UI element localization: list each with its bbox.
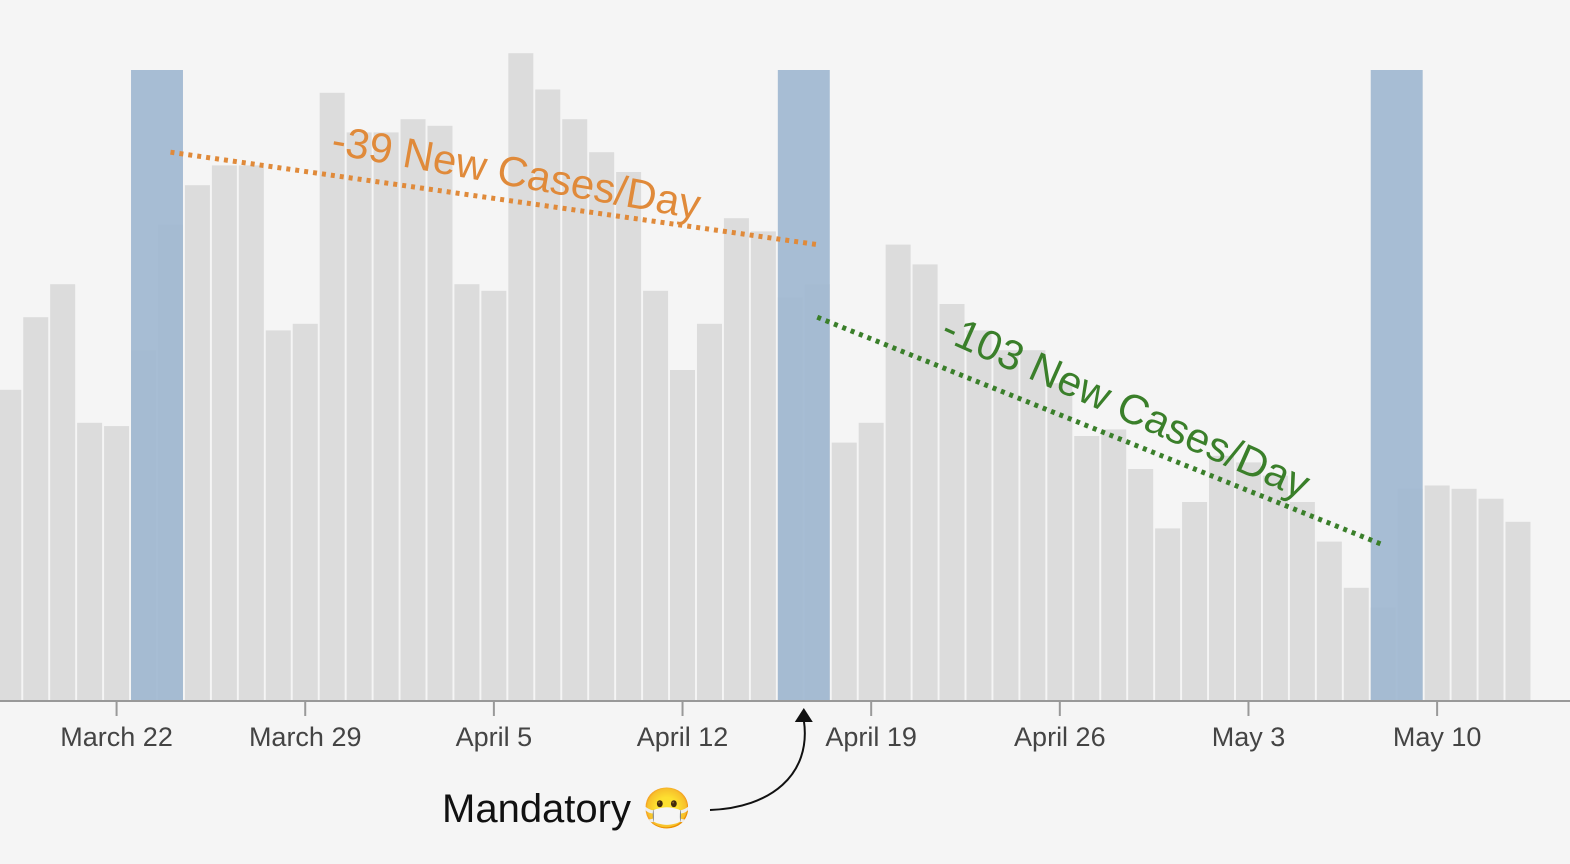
- bar: [1262, 475, 1288, 700]
- bar: [723, 218, 749, 700]
- tick-label: May 3: [1212, 722, 1286, 752]
- highlight-bands: [131, 70, 1423, 700]
- highlight-band: [1370, 70, 1423, 700]
- trend-line: [816, 314, 1385, 548]
- annotation-arrow: [709, 719, 806, 811]
- tick-label: April 5: [456, 722, 533, 752]
- trend-line: [170, 149, 818, 248]
- highlight-band: [777, 70, 830, 700]
- bar: [1478, 498, 1504, 700]
- bar: [670, 370, 696, 700]
- bar: [23, 317, 49, 700]
- bar: [373, 132, 399, 700]
- bar: [400, 119, 426, 700]
- bar: [750, 231, 776, 700]
- bar: [1182, 502, 1208, 700]
- bar: [1074, 436, 1100, 700]
- bar: [1505, 521, 1531, 700]
- bar: [1209, 455, 1235, 700]
- bar: [993, 350, 1019, 700]
- bar: [211, 165, 237, 700]
- bar: [1101, 429, 1127, 700]
- tick-label: March 29: [249, 722, 362, 752]
- bar: [1316, 541, 1342, 700]
- tick-label: April 12: [637, 722, 729, 752]
- bar: [1128, 469, 1154, 700]
- annotation-label: Mandatory 😷: [442, 787, 692, 831]
- bar: [1424, 485, 1450, 700]
- bar: [1020, 350, 1046, 700]
- bar: [104, 426, 130, 700]
- bar: [454, 284, 480, 700]
- bar: [1343, 587, 1369, 700]
- bar: [562, 119, 588, 700]
- highlight-band: [131, 70, 183, 700]
- bar: [589, 152, 615, 700]
- bar: [885, 244, 911, 700]
- bar: [292, 323, 318, 700]
- bar: [1289, 502, 1315, 700]
- tick-label: March 22: [60, 722, 173, 752]
- bar: [238, 165, 264, 700]
- bar: [696, 323, 722, 700]
- tick-label: April 19: [825, 722, 917, 752]
- bar: [858, 422, 884, 700]
- bar-series: [0, 53, 1531, 701]
- bar: [346, 132, 372, 700]
- bar: [1451, 488, 1477, 700]
- bar: [535, 89, 561, 700]
- bar: [50, 284, 76, 700]
- bar: [77, 422, 103, 700]
- bar: [1235, 462, 1261, 700]
- bar: [966, 330, 992, 700]
- tick-label: May 10: [1393, 722, 1482, 752]
- bar: [939, 304, 965, 700]
- bar: [1155, 528, 1181, 700]
- bar: [0, 389, 22, 700]
- bar: [831, 442, 857, 700]
- bar: [481, 290, 507, 700]
- annotation-arrowhead: [794, 708, 813, 722]
- x-axis-ticks: March 22 March 29 April 5 April 12 April 19 A…: [60, 700, 1481, 752]
- bar: [319, 92, 345, 701]
- bar: [912, 264, 938, 700]
- bar: [1047, 383, 1073, 700]
- tick-label: April 26: [1014, 722, 1106, 752]
- bar: [184, 185, 210, 700]
- bar: [616, 172, 642, 700]
- bar: [427, 125, 453, 701]
- bar: [643, 290, 669, 700]
- bar: [508, 53, 534, 700]
- bar: [265, 330, 291, 700]
- mandatory-annotation: Mandatory 😷: [442, 708, 813, 831]
